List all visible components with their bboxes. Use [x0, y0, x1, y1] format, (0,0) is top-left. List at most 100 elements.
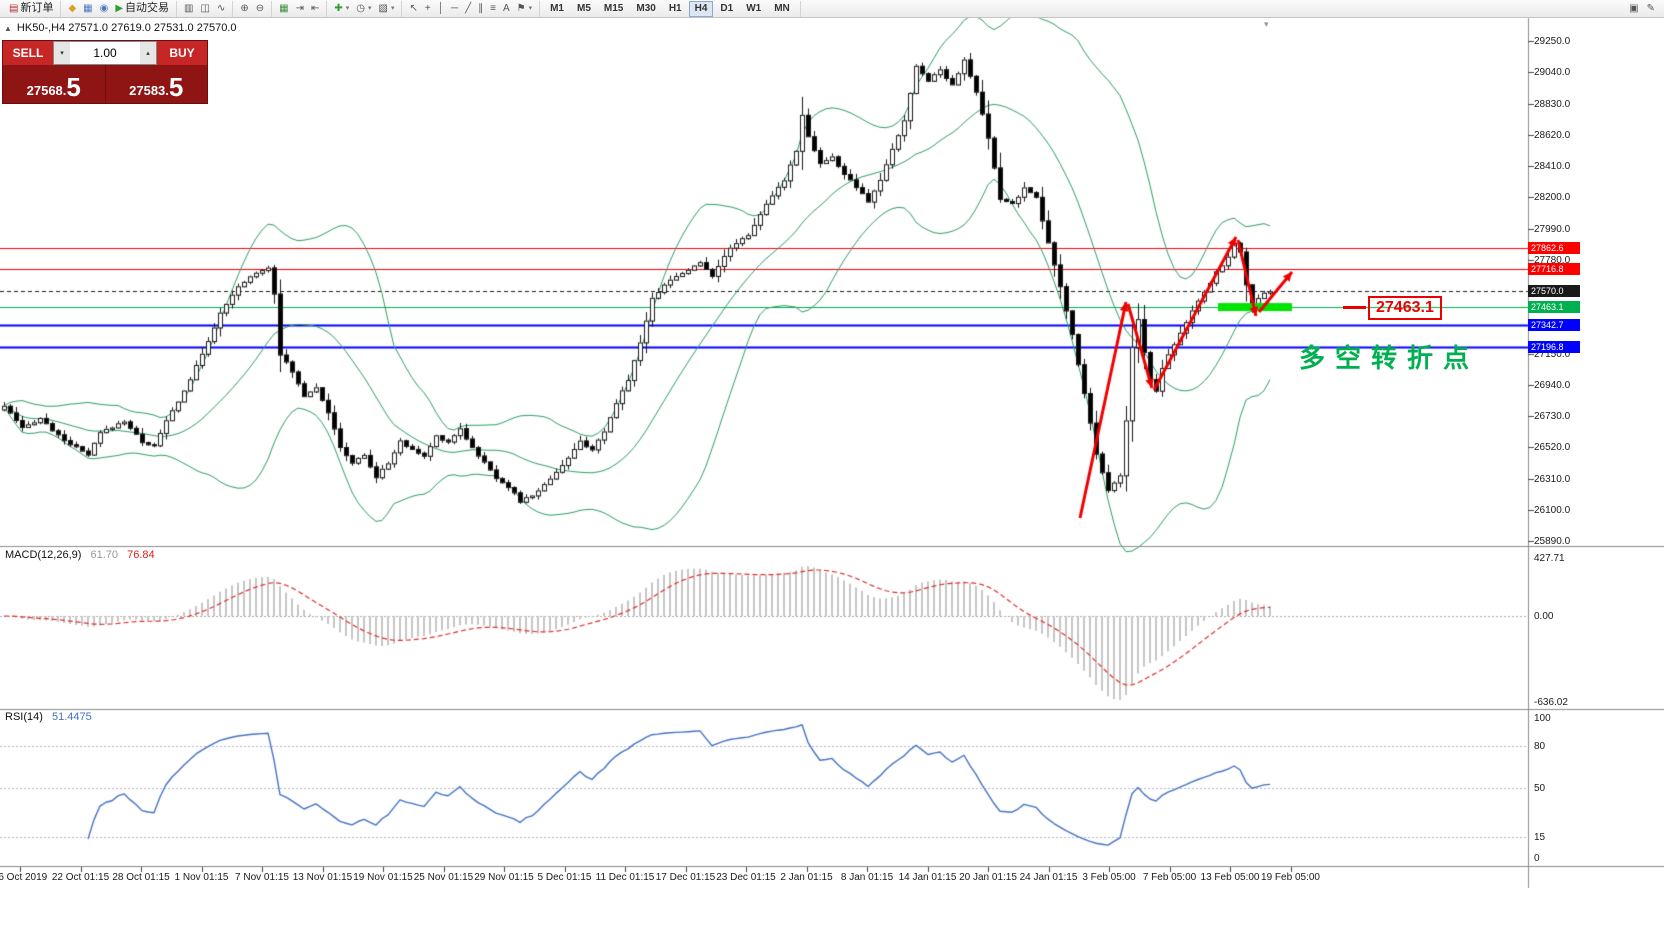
- timeframe-h4-button[interactable]: H4: [688, 0, 714, 17]
- buy-price[interactable]: 27583. 5: [105, 65, 207, 103]
- buy-price-big-digit: 5: [168, 72, 184, 103]
- time-axis-label: 7 Nov 01:15: [235, 872, 289, 883]
- buy-button[interactable]: BUY: [157, 41, 207, 65]
- vertical-line-button[interactable]: │: [435, 1, 447, 17]
- macd-main-value: 61.70: [90, 549, 119, 561]
- macd-axis-label: -636.02: [1534, 697, 1568, 709]
- one-click-trading-panel: SELL ▾ 1.00 ▴ BUY 27568. 5 27583. 5: [2, 40, 208, 104]
- candlestick-chart-button[interactable]: ◫: [198, 1, 213, 17]
- time-axis-label: 5 Dec 01:15: [537, 872, 592, 883]
- time-axis-label: 28 Oct 01:15: [112, 872, 170, 883]
- bar-chart-icon: ▥: [184, 2, 194, 14]
- zoom-in-button[interactable]: ⊕: [237, 1, 251, 17]
- panel-collapse-icon[interactable]: ▲: [4, 23, 12, 33]
- indicators-button[interactable]: ✚ ▾: [331, 1, 352, 17]
- price-axis-label: 29040.0: [1534, 67, 1571, 79]
- price-axis-label: 27150.0: [1534, 348, 1571, 360]
- new-order-icon: ▤: [9, 2, 19, 14]
- time-axis-label: 8 Jan 01:15: [840, 872, 894, 883]
- charts-button[interactable]: ▦: [80, 1, 95, 17]
- timeframe-m5-button[interactable]: M5: [571, 1, 597, 17]
- horizontal-line-button[interactable]: ─: [448, 1, 461, 17]
- templates-icon: ▧: [378, 2, 388, 14]
- trendline-button[interactable]: ╱: [462, 1, 474, 17]
- rsi-axis-label: 50: [1534, 783, 1546, 794]
- toolbar-edit-button[interactable]: ✎: [1644, 1, 1658, 17]
- price-axis-label: 29250.0: [1534, 36, 1571, 48]
- price-tag: 27716.8: [1528, 263, 1580, 276]
- channel-button[interactable]: ∥: [475, 1, 486, 17]
- macd-axis-label: 0.00: [1534, 611, 1554, 622]
- sell-price-main: 27568.: [26, 82, 67, 98]
- price-tag: 27463.1: [1528, 301, 1580, 314]
- time-axis-label: 7 Feb 05:00: [1142, 872, 1197, 883]
- toolbar-search-button[interactable]: ▣: [1626, 1, 1641, 17]
- sell-button[interactable]: SELL: [3, 41, 53, 65]
- autotrading-icon: ▶: [115, 2, 124, 14]
- chart-title: HK50-,H4 27571.0 27619.0 27531.0 27570.0: [16, 22, 237, 34]
- toolbar-group-timeframes: M1 M5 M15 M30 H1 H4 D1 W1 MN: [540, 0, 801, 17]
- chevron-down-icon: ▾: [345, 5, 350, 12]
- price-axis-label: 26520.0: [1534, 442, 1571, 454]
- timeframe-w1-button[interactable]: W1: [740, 1, 767, 17]
- time-axis-label: 19 Nov 01:15: [353, 872, 413, 883]
- price-axis-label: 26730.0: [1534, 411, 1571, 423]
- price-axis-label: 27990.0: [1534, 223, 1571, 235]
- macd-axis-label: 427.71: [1534, 553, 1565, 564]
- sell-price[interactable]: 27568. 5: [3, 65, 106, 103]
- trade-panel-controls: SELL ▾ 1.00 ▴ BUY: [3, 41, 207, 65]
- zoom-out-button[interactable]: ⊖: [253, 1, 267, 17]
- text-button[interactable]: A: [500, 1, 513, 17]
- templates-button[interactable]: ▧ ▾: [376, 1, 398, 17]
- bar-chart-button[interactable]: ▥: [181, 1, 196, 17]
- zoom-in-icon: ⊕: [240, 2, 249, 14]
- info-button[interactable]: ◉: [97, 1, 112, 17]
- price-axis-label: 27780.0: [1534, 254, 1571, 266]
- timeframe-m15-button[interactable]: M15: [598, 1, 629, 17]
- tile-windows-button[interactable]: ▦: [276, 1, 291, 17]
- new-order-button[interactable]: ▤ 新订单: [6, 1, 56, 17]
- macd-label: MACD(12,26,9): [5, 549, 82, 561]
- timeframe-mn-button[interactable]: MN: [768, 1, 796, 17]
- favorites-button[interactable]: ◆: [65, 1, 79, 17]
- time-axis-label: 19 Feb 05:00: [1261, 872, 1320, 883]
- price-tag: 27342.7: [1528, 319, 1580, 331]
- time-axis-label: 20 Jan 01:15: [959, 872, 1017, 883]
- timeframe-d1-button[interactable]: D1: [714, 1, 739, 17]
- arrows-button[interactable]: ⚑ ▾: [514, 1, 535, 17]
- crosshair-button[interactable]: +: [422, 1, 434, 17]
- fibonacci-button[interactable]: ≡: [487, 1, 499, 17]
- volume-decrease-button[interactable]: ▾: [54, 42, 70, 64]
- zoom-out-icon: ⊖: [255, 2, 265, 14]
- price-axis-label: 28620.0: [1534, 129, 1571, 141]
- timeframe-h1-button[interactable]: H1: [663, 1, 688, 17]
- cursor-button[interactable]: ↖: [406, 1, 420, 17]
- autotrading-button[interactable]: ▶ 自动交易: [112, 1, 172, 17]
- periods-button[interactable]: ◷ ▾: [353, 1, 374, 17]
- timeframe-m1-button[interactable]: M1: [544, 1, 570, 17]
- toolbar-group-orders: ▤ 新订单: [2, 0, 62, 17]
- auto-scroll-button[interactable]: ⇥: [293, 1, 307, 17]
- chart-shift-marker[interactable]: ▾: [1264, 19, 1269, 29]
- favorites-icon: ◆: [68, 2, 77, 14]
- rsi-axis-label: 15: [1534, 832, 1546, 843]
- autotrading-button-label: 自动交易: [125, 2, 170, 14]
- toolbar-group-chart-types: ▥ ◫ ∿: [177, 0, 234, 17]
- toolbar-right-group: ▣ ✎: [1626, 1, 1662, 17]
- time-axis-label: 22 Oct 01:15: [51, 872, 110, 883]
- chevron-down-icon: ▾: [368, 5, 372, 12]
- trade-panel-prices: 27568. 5 27583. 5: [3, 65, 207, 103]
- indicators-icon: ✚: [334, 2, 343, 14]
- timeframe-m30-button[interactable]: M30: [630, 1, 661, 17]
- volume-input[interactable]: 1.00: [93, 46, 117, 60]
- toolbar-group-windows: ▦ ⇥ ⇤: [272, 0, 328, 17]
- price-tag: 27196.8: [1528, 340, 1580, 353]
- chart-shift-button[interactable]: ⇤: [308, 1, 322, 17]
- line-chart-button[interactable]: ∿: [214, 1, 228, 17]
- volume-stepper[interactable]: ▾ 1.00 ▴: [53, 41, 157, 65]
- volume-increase-button[interactable]: ▴: [140, 42, 156, 64]
- time-axis-label: 11 Dec 01:15: [595, 872, 655, 883]
- toolbar: ▤ 新订单 ◆ ▦ ◉ ▶ 自动交易 ▥ ◫ ∿ ⊕ ⊖ ▦ ⇥ ⇤ ✚ ▾ ◷ ▾ ▧ ▾ ↖ + │ ─ ╱ ∥ ≡ A ⚑ ▾ M1 M5…: [0, 0, 1664, 18]
